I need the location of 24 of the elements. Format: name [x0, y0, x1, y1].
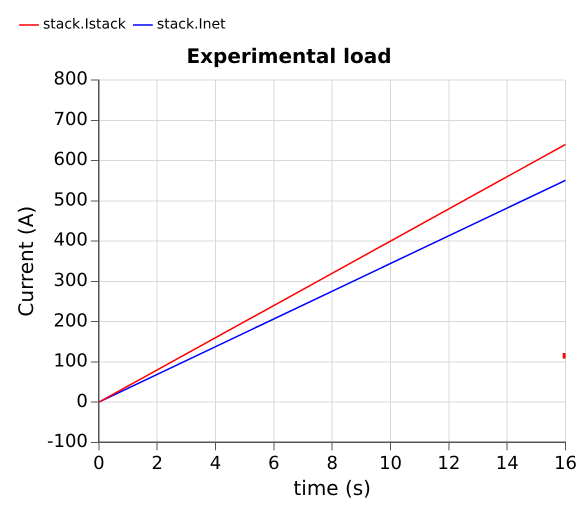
y-tick-label: 800	[53, 68, 88, 90]
y-tick-label: -100	[46, 431, 88, 452]
y-tick-label: 600	[53, 149, 88, 170]
x-axis-title: time (s)	[293, 476, 371, 500]
x-tick-label: 14	[496, 452, 519, 474]
x-tick-label: 10	[379, 452, 402, 474]
y-tick-label: 500	[53, 189, 88, 210]
y-tick-label: 100	[53, 350, 88, 372]
y-axis-title: Current (A)	[14, 206, 38, 317]
y-tick-label: 400	[53, 230, 88, 251]
x-tick-label: 4	[210, 452, 222, 474]
x-tick-label: 16	[554, 452, 577, 474]
y-tick-label: 300	[53, 270, 88, 292]
chart-title: Experimental load	[186, 44, 392, 68]
x-tick-label: 8	[326, 452, 338, 474]
x-tick-label: 0	[93, 452, 105, 474]
x-tick-label: 2	[151, 452, 163, 474]
y-tick-label: 700	[53, 108, 88, 130]
legend-label: stack.Inet	[156, 16, 226, 33]
y-tick-label: 0	[76, 390, 88, 412]
x-tick-label: 6	[268, 452, 280, 474]
x-tick-label: 12	[437, 452, 460, 474]
y-tick-label: 200	[53, 310, 88, 332]
legend-label: stack.Istack	[43, 16, 127, 33]
